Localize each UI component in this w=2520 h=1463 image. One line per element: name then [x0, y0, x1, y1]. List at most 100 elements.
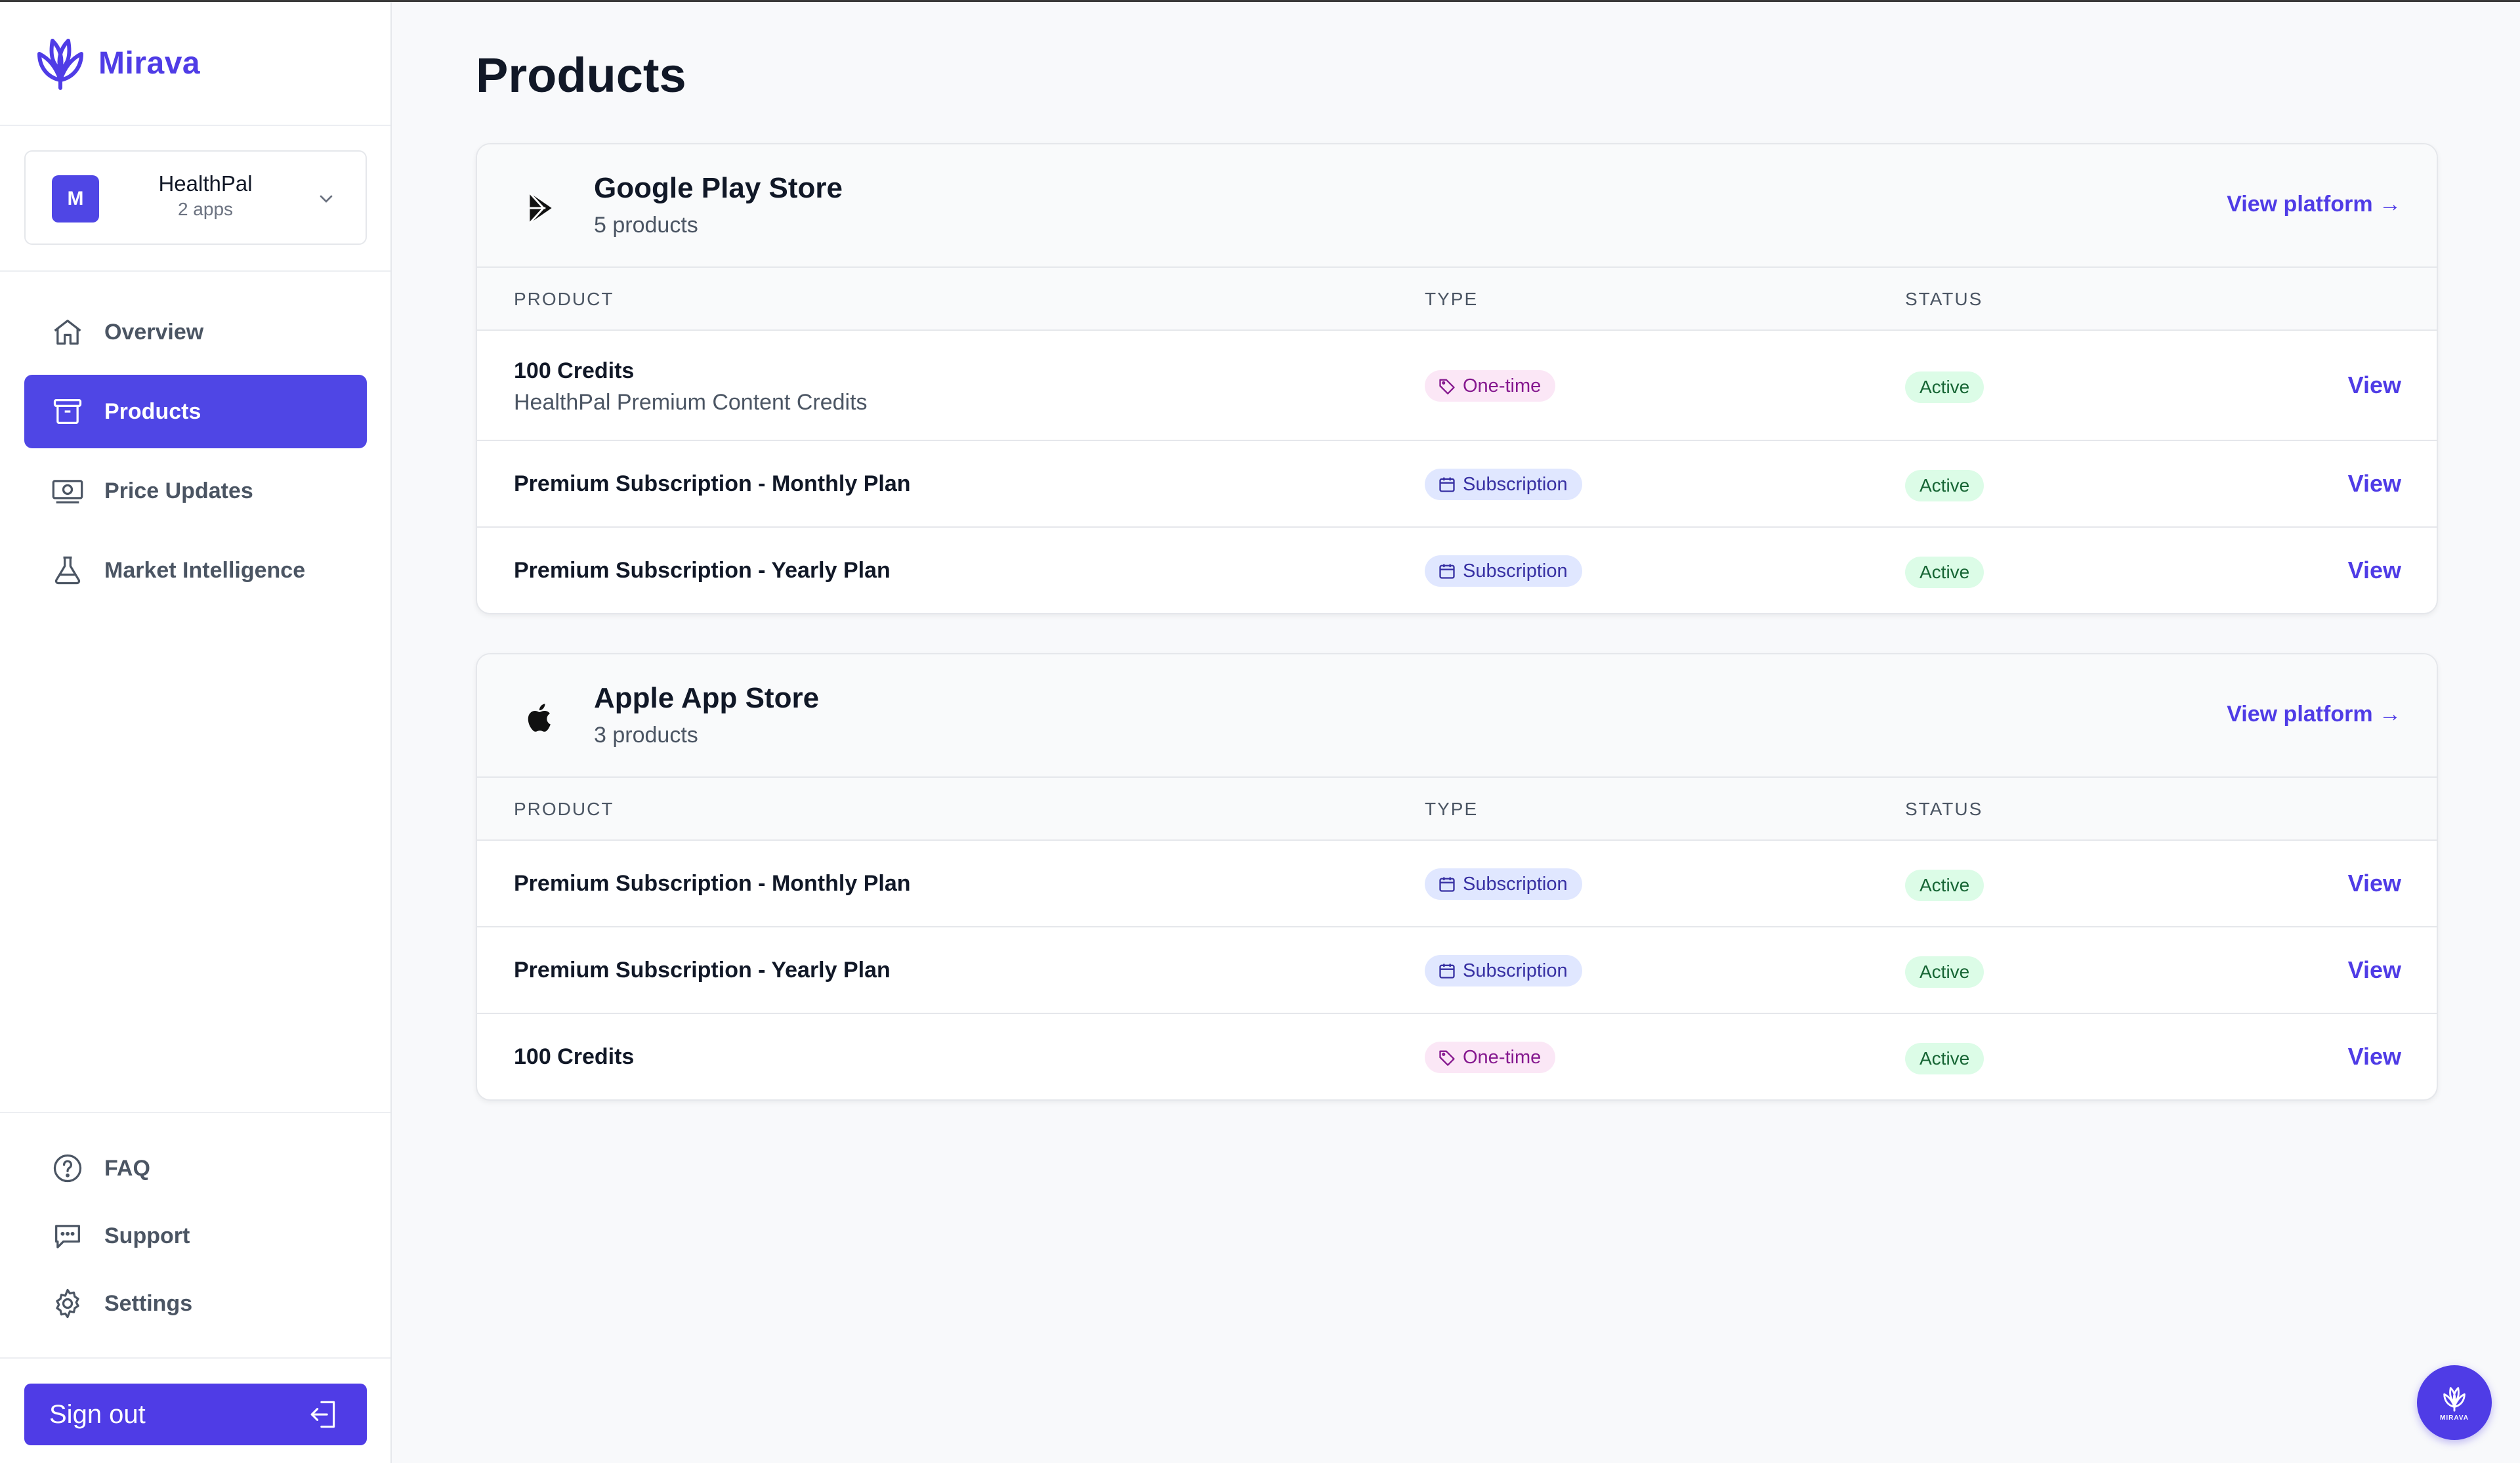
view-product-link[interactable]: View [2347, 371, 2401, 398]
platform-card-google-play: Google Play Store 5 products View platfo… [476, 143, 2438, 614]
nav-item-products[interactable]: Products [24, 375, 367, 448]
view-product-link[interactable]: View [2347, 557, 2401, 583]
calendar-icon [1439, 564, 1455, 579]
type-badge: One-time [1425, 1042, 1556, 1073]
platform-name: Apple App Store [594, 682, 820, 714]
sign-out-label: Sign out [49, 1399, 146, 1429]
app-avatar: M [52, 175, 99, 223]
nav-item-label: FAQ [104, 1155, 150, 1181]
calendar-icon [1439, 877, 1455, 892]
column-header-type: TYPE [1425, 799, 1479, 819]
type-badge: One-time [1425, 370, 1556, 402]
status-badge: Active [1905, 557, 1984, 588]
status-badge: Active [1905, 470, 1984, 501]
product-name: Premium Subscription - Yearly Plan [514, 958, 891, 983]
nav-item-price-updates[interactable]: Price Updates [24, 454, 367, 528]
calendar-icon [1439, 964, 1455, 979]
column-header-status: STATUS [1905, 799, 1983, 819]
table-row[interactable]: Premium Subscription - Yearly Plan Subsc… [477, 927, 2437, 1014]
nav-item-overview[interactable]: Overview [24, 295, 367, 369]
column-header-status: STATUS [1905, 289, 1983, 309]
column-header-product: PRODUCT [514, 289, 614, 309]
nav-item-market-intelligence[interactable]: Market Intelligence [24, 534, 367, 607]
status-badge: Active [1905, 956, 1984, 988]
view-product-link[interactable]: View [2347, 470, 2401, 497]
archive-box-icon [53, 399, 82, 424]
google-play-icon [529, 192, 552, 224]
fab-label: MIRAVA [2440, 1414, 2469, 1422]
tag-icon [1439, 1050, 1455, 1066]
brand-name: Mirava [98, 45, 201, 81]
app-name: HealthPal [158, 171, 253, 196]
sidebar: Mirava M HealthPal 2 apps Overview Produ… [0, 0, 392, 1463]
platform-name: Google Play Store [594, 172, 843, 204]
nav-item-faq[interactable]: FAQ [24, 1135, 367, 1202]
table-header: PRODUCT TYPE STATUS [477, 268, 2437, 331]
table-row[interactable]: 100 Credits HealthPal Premium Content Cr… [477, 331, 2437, 441]
product-description: HealthPal Premium Content Credits [514, 390, 868, 415]
banknote-icon [52, 480, 83, 503]
app-switcher[interactable]: M HealthPal 2 apps [24, 150, 367, 245]
column-header-product: PRODUCT [514, 799, 614, 819]
chat-bubble-icon [55, 1225, 80, 1248]
calendar-icon [1439, 477, 1455, 492]
secondary-nav: FAQ Support Settings [24, 1135, 367, 1338]
chevron-down-icon [320, 195, 333, 203]
platform-header: Apple App Store 3 products View platform… [477, 654, 2437, 778]
product-name: Premium Subscription - Yearly Plan [514, 558, 891, 583]
type-badge: Subscription [1425, 868, 1582, 900]
window-top-border [0, 0, 2520, 2]
home-icon [54, 320, 81, 345]
table-row[interactable]: Premium Subscription - Yearly Plan Subsc… [477, 528, 2437, 613]
sidebar-divider [0, 125, 390, 126]
apple-icon [528, 704, 551, 732]
question-circle-icon [53, 1154, 82, 1183]
product-name: 100 Credits [514, 1044, 635, 1069]
type-badge: Subscription [1425, 469, 1582, 500]
status-badge: Active [1905, 1043, 1984, 1074]
view-product-link[interactable]: View [2347, 1043, 2401, 1070]
nav-item-label: Products [104, 398, 201, 424]
view-platform-link[interactable]: View platform → [2227, 192, 2401, 217]
nav-item-settings[interactable]: Settings [24, 1270, 367, 1337]
sign-out-button[interactable]: Sign out [24, 1384, 367, 1445]
sidebar-divider [0, 1357, 390, 1359]
platform-product-count: 3 products [594, 723, 698, 748]
nav-item-label: Support [104, 1223, 190, 1248]
product-name: 100 Credits [514, 358, 635, 383]
nav-item-label: Overview [104, 319, 204, 345]
sign-out-icon [310, 1401, 335, 1428]
page-title: Products [476, 48, 686, 102]
nav-item-label: Settings [104, 1290, 193, 1316]
gear-icon [56, 1288, 79, 1319]
tag-icon [1439, 379, 1455, 394]
brand[interactable]: Mirava [34, 33, 200, 93]
product-name: Premium Subscription - Monthly Plan [514, 871, 911, 896]
platform-header: Google Play Store 5 products View platfo… [477, 144, 2437, 268]
status-badge: Active [1905, 870, 1984, 901]
main-content: Products Google Play Store 5 products Vi… [392, 0, 2520, 1463]
sidebar-divider [0, 1112, 390, 1113]
flask-icon [54, 556, 81, 585]
view-product-link[interactable]: View [2347, 956, 2401, 983]
status-badge: Active [1905, 371, 1984, 403]
mirava-logo-icon [37, 39, 83, 90]
sidebar-divider [0, 270, 390, 272]
view-platform-link[interactable]: View platform → [2227, 702, 2401, 727]
view-product-link[interactable]: View [2347, 870, 2401, 897]
help-chat-button[interactable]: MIRAVA [2417, 1365, 2492, 1440]
type-badge: Subscription [1425, 955, 1582, 986]
platform-product-count: 5 products [594, 213, 698, 238]
type-badge: Subscription [1425, 555, 1582, 587]
table-row[interactable]: Premium Subscription - Monthly Plan Subs… [477, 841, 2437, 927]
nav-item-label: Price Updates [104, 478, 253, 503]
platform-card-apple-app-store: Apple App Store 3 products View platform… [476, 653, 2438, 1101]
main-nav: Overview Products Price Updates Market I… [24, 295, 367, 613]
table-row[interactable]: 100 Credits One-time Active View [477, 1014, 2437, 1099]
nav-item-support[interactable]: Support [24, 1202, 367, 1269]
nav-item-label: Market Intelligence [104, 557, 306, 583]
product-name: Premium Subscription - Monthly Plan [514, 471, 911, 496]
app-count: 2 apps [177, 199, 234, 219]
mirava-logo-icon [2443, 1386, 2466, 1412]
table-row[interactable]: Premium Subscription - Monthly Plan Subs… [477, 441, 2437, 528]
